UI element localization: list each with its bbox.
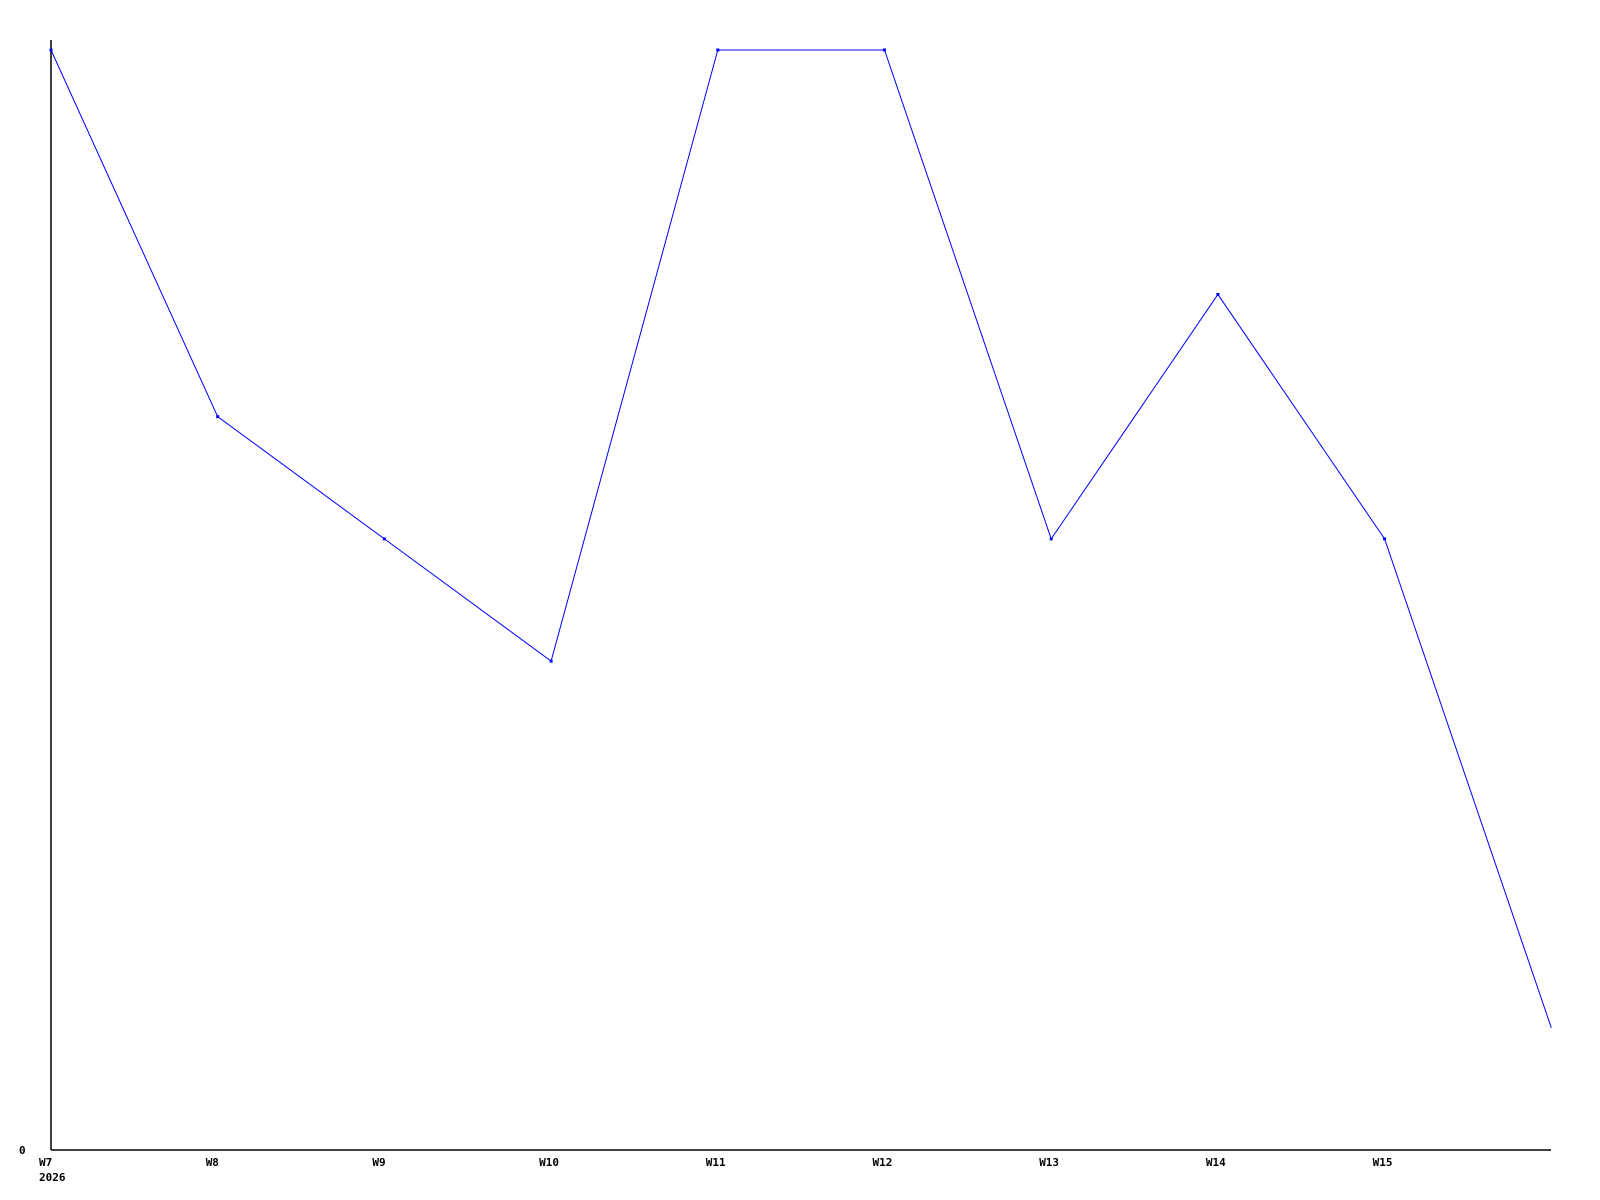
x-tick-label-W10: W10 bbox=[539, 1156, 559, 1169]
x-tick-label-W12: W12 bbox=[873, 1156, 893, 1169]
data-point-W15 bbox=[1383, 537, 1387, 541]
x-tick-label-W7: W7 bbox=[39, 1156, 52, 1169]
x-tick-label-W8: W8 bbox=[206, 1156, 219, 1169]
data-point-W14 bbox=[1216, 292, 1220, 296]
data-point-W7 bbox=[49, 48, 53, 52]
data-point-W12 bbox=[883, 48, 886, 52]
data-point-W10 bbox=[549, 659, 553, 663]
year-label: 2026 bbox=[39, 1171, 66, 1184]
y-tick-label-0: 0 bbox=[19, 1144, 26, 1157]
x-tick-label-W14: W14 bbox=[1206, 1156, 1226, 1169]
x-tick-label-W15: W15 bbox=[1373, 1156, 1393, 1169]
x-tick-label-W9: W9 bbox=[372, 1156, 385, 1169]
x-tick-label-W13: W13 bbox=[1039, 1156, 1059, 1169]
series-line-0 bbox=[50, 49, 1552, 1028]
data-point-W9 bbox=[382, 537, 386, 541]
x-tick-label-W11: W11 bbox=[706, 1156, 726, 1169]
data-point-W8 bbox=[216, 415, 220, 419]
data-point-W13 bbox=[1049, 537, 1053, 541]
data-point-W11 bbox=[716, 48, 720, 52]
